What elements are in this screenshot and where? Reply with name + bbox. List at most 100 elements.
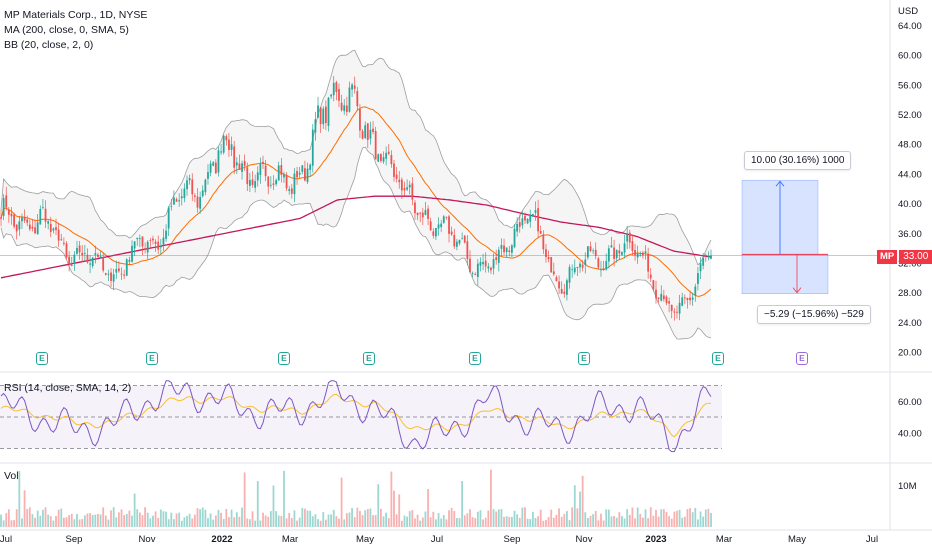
earnings-future-icon[interactable]: E [796,352,808,365]
candle-body [13,214,15,227]
volume-bar [298,517,301,527]
candle-body [657,297,660,299]
candle-body [463,235,466,243]
candle-body [314,119,317,133]
candle-body [702,257,705,266]
volume-bar [115,517,118,527]
earnings-icon[interactable]: E [146,352,158,365]
volume-bar [78,519,81,527]
volume-bar [704,509,707,527]
candle-body [678,302,681,314]
candle-body [62,242,65,244]
volume-bar [73,519,76,527]
earnings-icon[interactable]: E [36,352,48,365]
candle-body [408,184,411,188]
volume-bar [42,509,44,527]
volume-bar [398,494,401,527]
candle-body [377,154,380,162]
candle-body [57,229,60,241]
candle-body [269,184,272,186]
volume-bar [474,518,477,527]
candle-body [662,295,665,300]
candle-body [364,125,367,138]
candle-body [243,160,246,166]
candle-body [571,269,574,271]
volume-bar [366,509,369,527]
volume-bar [296,520,298,527]
volume-bar [563,514,566,527]
volume-bar [500,509,503,527]
candle-body [21,217,23,222]
volume-bar [70,513,73,527]
candle-body [518,222,521,227]
candle-body [555,277,558,282]
volume-bar [626,509,629,527]
volume-bar [330,514,333,527]
candle-body [353,85,356,89]
volume-bar [55,516,57,527]
volume-bar [453,510,456,527]
candle-body [592,250,595,252]
bb-legend[interactable]: BB (20, close, 2, 0) [4,39,94,51]
candle-body [309,164,312,170]
candle-body [159,246,162,248]
volume-bar [214,515,217,527]
candle-body [254,181,257,188]
candle-body [665,296,668,304]
candle-body [579,263,581,268]
currency-label[interactable]: USD [898,6,919,17]
candle-body [474,273,477,275]
earnings-icon[interactable]: E [469,352,481,365]
symbol-legend[interactable]: MP Materials Corp., 1D, NYSE [4,9,148,21]
candle-body [317,105,319,118]
candle-body [448,216,450,234]
candle-body [165,230,167,239]
candle-body [78,245,81,253]
volume-bar [267,516,270,527]
rsi-legend[interactable]: RSI (14, close, SMA, 14, 2) [4,382,132,394]
rsi-line [0,380,712,453]
volume-bar [157,517,160,527]
volume-bar [710,512,712,527]
earnings-icon[interactable]: E [363,352,375,365]
candle-body [144,248,146,250]
volume-bar [586,517,589,527]
volume-bar [406,516,408,527]
volume-bar [348,512,351,527]
volume-bar [283,470,285,527]
volume-bar [293,510,296,527]
candle-body [503,245,505,253]
volume-bar [319,520,322,527]
candle-body [298,172,301,175]
volume-bar [390,471,393,527]
candle-body [524,215,526,221]
earnings-icon[interactable]: E [278,352,290,365]
volume-bar [678,509,681,527]
candle-body [141,236,144,247]
volume-bar [539,509,542,527]
bollinger-lower-line [0,146,712,340]
volume-bar [369,508,372,527]
measure-up-arrowhead [775,180,785,187]
candle-body [256,172,259,181]
volume-bar [39,515,42,527]
volume-bar [290,518,293,527]
volume-legend[interactable]: Vol [4,470,19,482]
candle-body [304,168,306,181]
volume-bar [463,515,466,527]
candle-body [34,227,36,234]
price-tick-label: 24.00 [898,318,922,329]
candle-body [112,274,115,282]
earnings-icon[interactable]: E [578,352,590,365]
ma-legend[interactable]: MA (200, close, 0, SMA, 5) [4,24,129,36]
candle-body [251,179,254,185]
candle-body [241,163,243,172]
volume-bar [26,509,29,527]
candle-body [275,180,277,185]
volume-bar [149,518,152,527]
earnings-icon[interactable]: E [712,352,724,365]
candle-body [193,195,196,197]
candle-body [482,262,484,265]
volume-bar [479,510,482,527]
